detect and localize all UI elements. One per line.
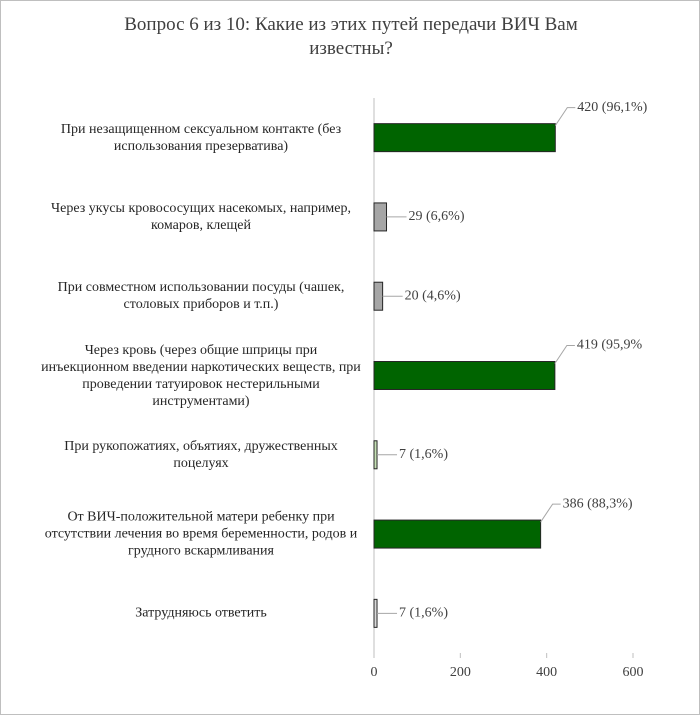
value-label: 7 (1,6%) <box>399 447 448 462</box>
chart-title: Вопрос 6 из 10: Какие из этих путей пере… <box>124 14 578 59</box>
bar <box>373 123 556 153</box>
y-tick-label: При совместном использовании посуды (чаш… <box>57 280 345 313</box>
x-tick-label: 0 <box>371 665 378 680</box>
bar <box>373 440 378 470</box>
bar <box>373 361 556 390</box>
value-label: 386 (88,3%) <box>563 496 633 511</box>
leader-line <box>554 107 576 126</box>
bar <box>373 519 542 549</box>
y-tick-label: От ВИЧ-положительной матери ребенку при … <box>44 509 358 559</box>
bar <box>373 598 378 628</box>
bar <box>373 202 388 232</box>
leader-line <box>540 503 561 523</box>
y-tick-label: При незащищенном сексуальном контакте (б… <box>60 121 342 154</box>
value-label: 29 (6,6%) <box>409 209 465 224</box>
x-tick-label: 200 <box>450 665 471 680</box>
value-label: 419 (95,9% <box>577 338 643 353</box>
leader-line <box>554 345 575 364</box>
y-tick-label: При рукопожатиях, объятиях, дружественны… <box>64 438 338 471</box>
value-label: 20 (4,6%) <box>405 288 461 303</box>
x-tick-label: 400 <box>536 665 557 680</box>
y-tick-label: Через укусы кровососущих насекомых, напр… <box>51 200 351 233</box>
bar <box>373 281 384 311</box>
x-tick-label: 600 <box>623 665 644 680</box>
y-tick-label: Через кровь (через общие шприцы при инъе… <box>41 342 361 409</box>
value-label: 420 (96,1%) <box>577 100 647 115</box>
y-tick-label: Затрудняюсь ответить <box>135 605 267 621</box>
value-label: 7 (1,6%) <box>399 606 448 621</box>
